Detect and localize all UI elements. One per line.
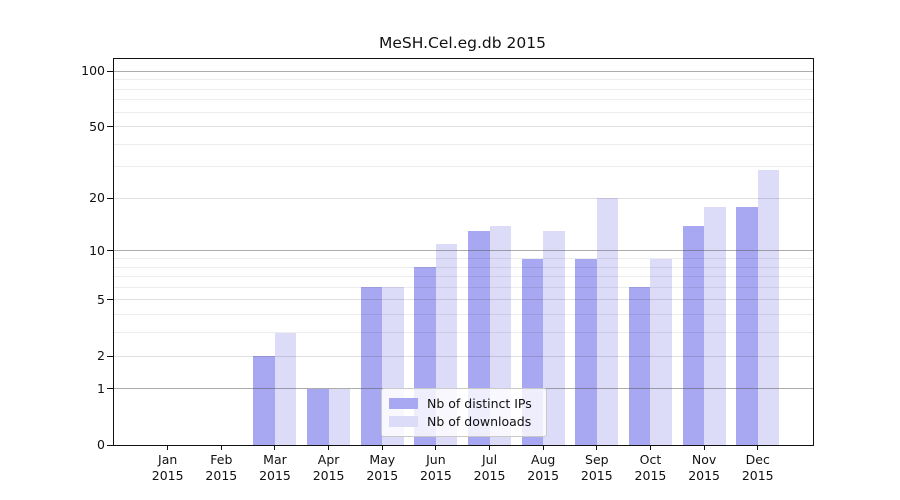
minor-gridline-30: [114, 166, 813, 168]
minor-gridline-90: [114, 79, 813, 81]
labeled-gridline-2: [114, 355, 813, 357]
y-tick-5: [107, 299, 113, 301]
x-tick-apr: [328, 445, 330, 450]
bar-apr-downloads: [328, 388, 351, 445]
bar-apr-ips: [307, 388, 329, 445]
y-tick-label-1: 1: [97, 380, 105, 396]
x-tick-jun: [435, 445, 437, 450]
x-tick-label-mar: Mar 2015: [259, 452, 291, 483]
bar-mar-downloads: [274, 332, 297, 445]
y-tick-100: [107, 70, 113, 72]
x-tick-aug: [542, 445, 544, 450]
major-gridline-10: [114, 250, 813, 252]
y-tick-1: [107, 388, 113, 390]
bar-nov-downloads: [704, 206, 726, 445]
labeled-gridline-5: [114, 299, 813, 301]
bar-dec-downloads: [757, 169, 780, 445]
x-tick-label-nov: Nov 2015: [688, 452, 720, 483]
x-tick-label-may: May 2015: [366, 452, 399, 483]
minor-gridline-9: [114, 257, 813, 259]
labeled-gridline-50: [114, 126, 813, 128]
x-tick-dec: [757, 445, 759, 450]
legend-item-distinct-ips: Nb of distinct IPs: [382, 396, 546, 411]
bar-dec-ips: [736, 206, 758, 445]
legend-item-downloads: Nb of downloads: [382, 414, 546, 429]
minor-gridline-70: [114, 99, 813, 101]
y-tick-label-50: 50: [89, 118, 105, 134]
x-tick-jul: [489, 445, 491, 450]
y-tick-label-2: 2: [97, 348, 105, 363]
legend-label-distinct-ips: Nb of distinct IPs: [427, 396, 532, 411]
legend: Nb of distinct IPs Nb of downloads: [381, 388, 547, 437]
x-tick-feb: [220, 445, 222, 450]
x-tick-mar: [274, 445, 276, 450]
bar-may-ips: [360, 287, 383, 445]
x-tick-label-jan: Jan 2015: [151, 452, 184, 483]
x-tick-label-jun: Jun 2015: [419, 452, 452, 483]
y-tick-label-100: 100: [81, 63, 105, 79]
x-tick-label-oct: Oct 2015: [634, 452, 667, 483]
y-tick-label-20: 20: [89, 190, 105, 206]
x-tick-oct: [649, 445, 651, 450]
bar-nov-ips: [682, 225, 705, 445]
major-gridline-100: [114, 70, 813, 72]
bar-oct-ips: [628, 287, 651, 445]
y-tick-label-10: 10: [89, 242, 105, 258]
minor-gridline-80: [114, 88, 813, 90]
bar-sep-downloads: [596, 198, 619, 445]
y-tick-10: [107, 250, 113, 252]
minor-gridline-7: [114, 276, 813, 278]
minor-gridline-8: [114, 266, 813, 268]
plot-area: 0 1 2 5 10 20 50 100 Jan 2015 Feb 2015 Mar 2015 Apr…: [81, 58, 814, 483]
y-tick-label-0: 0: [97, 437, 105, 452]
y-tick-20: [107, 197, 113, 199]
x-tick-jan: [167, 445, 169, 450]
bar-sep-ips: [575, 258, 597, 445]
x-tick-sep: [596, 445, 598, 450]
x-tick-label-aug: Aug 2015: [527, 452, 560, 483]
minor-gridline-4: [114, 314, 813, 316]
x-tick-label-apr: Apr 2015: [312, 452, 345, 483]
minor-gridline-40: [114, 143, 813, 145]
x-tick-label-dec: Dec 2015: [741, 452, 774, 483]
x-tick-may: [381, 445, 383, 450]
x-tick-label-feb: Feb 2015: [205, 452, 238, 483]
x-tick-nov: [703, 445, 705, 450]
bar-oct-downloads: [650, 258, 672, 445]
legend-swatch-distinct-ips: [389, 398, 418, 409]
y-tick-0: [107, 444, 113, 446]
y-tick-2: [107, 355, 113, 357]
minor-gridline-6: [114, 286, 813, 288]
y-tick-50: [107, 126, 113, 128]
labeled-gridline-20: [114, 197, 813, 199]
x-tick-label-jul: Jul 2015: [473, 452, 506, 483]
legend-swatch-downloads: [389, 416, 418, 427]
x-tick-label-sep: Sep 2015: [580, 452, 613, 483]
y-tick-label-5: 5: [97, 291, 105, 307]
legend-label-downloads: Nb of downloads: [427, 414, 532, 429]
chart-title: MeSH.Cel.eg.db 2015: [378, 34, 546, 52]
minor-gridline-60: [114, 111, 813, 113]
minor-gridline-3: [114, 332, 813, 334]
bar-mar-ips: [253, 356, 275, 445]
